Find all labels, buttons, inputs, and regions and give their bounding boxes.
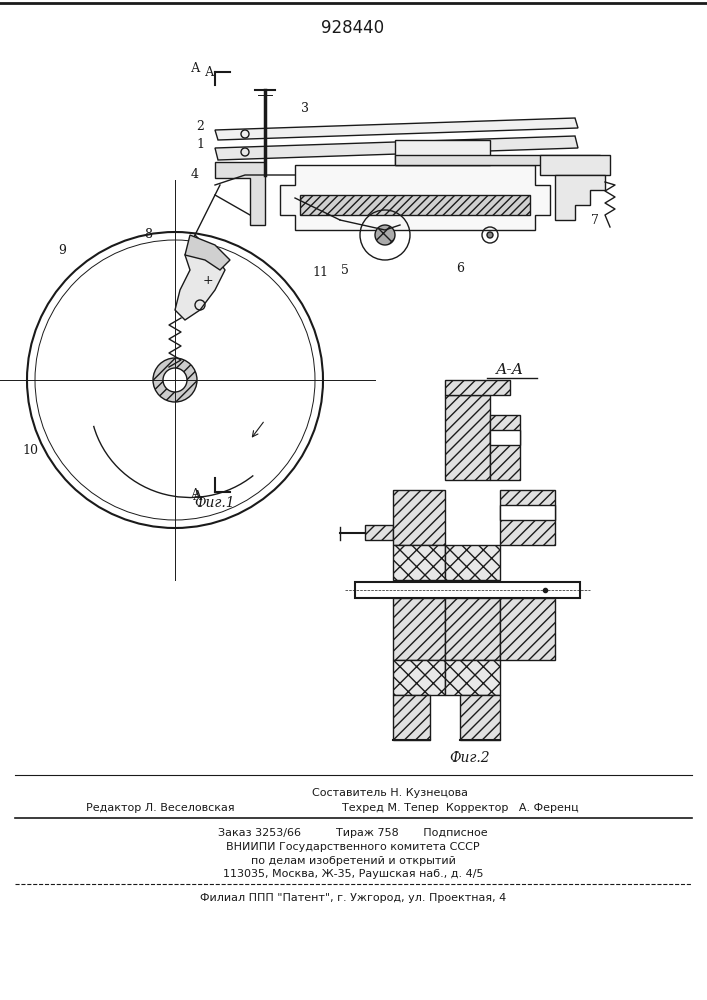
Text: Составитель Н. Кузнецова: Составитель Н. Кузнецова	[312, 788, 468, 798]
Bar	[355, 582, 580, 598]
Text: 8: 8	[144, 229, 152, 241]
Text: А: А	[193, 490, 203, 504]
Text: 10: 10	[22, 444, 38, 456]
Text: А: А	[192, 62, 201, 75]
Bar	[500, 598, 555, 660]
Polygon shape	[395, 155, 600, 165]
Bar	[393, 695, 430, 740]
Bar	[445, 660, 500, 695]
Text: 11: 11	[312, 265, 328, 278]
Bar	[445, 380, 510, 395]
Text: 4: 4	[191, 168, 199, 182]
Text: +: +	[203, 273, 214, 286]
Bar	[490, 415, 520, 480]
Polygon shape	[540, 155, 610, 175]
Text: по делам изобретений и открытий: по делам изобретений и открытий	[250, 856, 455, 866]
Polygon shape	[555, 175, 605, 220]
Polygon shape	[395, 140, 490, 165]
Bar	[460, 695, 500, 740]
Bar	[500, 490, 555, 545]
Bar	[490, 430, 520, 445]
Text: 928440: 928440	[322, 19, 385, 37]
Polygon shape	[280, 165, 550, 230]
Text: ВНИИПИ Государственного комитета СССР: ВНИИПИ Государственного комитета СССР	[226, 842, 480, 852]
Polygon shape	[185, 235, 230, 270]
Text: 1: 1	[196, 138, 204, 151]
Bar	[393, 490, 445, 545]
Text: 9: 9	[58, 243, 66, 256]
Bar	[393, 660, 445, 695]
Text: Техред М. Тепер  Корректор   А. Ференц: Техред М. Тепер Корректор А. Ференц	[341, 803, 578, 813]
Circle shape	[487, 232, 493, 238]
Text: А-А: А-А	[496, 363, 524, 377]
Circle shape	[153, 358, 197, 402]
Text: 5: 5	[341, 263, 349, 276]
Circle shape	[375, 225, 395, 245]
Text: 113035, Москва, Ж-35, Раушская наб., д. 4/5: 113035, Москва, Ж-35, Раушская наб., д. …	[223, 869, 484, 879]
Text: 2: 2	[196, 119, 204, 132]
Bar	[393, 545, 445, 580]
Text: Заказ 3253/66          Тираж 758       Подписное: Заказ 3253/66 Тираж 758 Подписное	[218, 828, 488, 838]
Bar	[300, 195, 530, 215]
Text: Филиал ППП "Патент", г. Ужгород, ул. Проектная, 4: Филиал ППП "Патент", г. Ужгород, ул. Про…	[200, 893, 506, 903]
Polygon shape	[215, 118, 578, 140]
Bar	[393, 598, 445, 660]
Text: Фиг.1: Фиг.1	[194, 496, 235, 510]
Bar	[500, 505, 555, 520]
Polygon shape	[215, 162, 265, 225]
Text: Редактор Л. Веселовская: Редактор Л. Веселовская	[86, 803, 234, 813]
Text: Фиг.2: Фиг.2	[450, 751, 491, 765]
Bar	[365, 525, 393, 540]
Polygon shape	[215, 136, 578, 160]
Text: 7: 7	[591, 214, 599, 227]
Bar	[445, 598, 500, 660]
Text: А: А	[192, 488, 201, 502]
Bar	[445, 545, 500, 580]
Polygon shape	[175, 235, 225, 320]
Bar	[445, 395, 490, 480]
Text: А: А	[205, 66, 215, 79]
Circle shape	[163, 368, 187, 392]
Text: 6: 6	[456, 261, 464, 274]
Text: 3: 3	[301, 102, 309, 114]
